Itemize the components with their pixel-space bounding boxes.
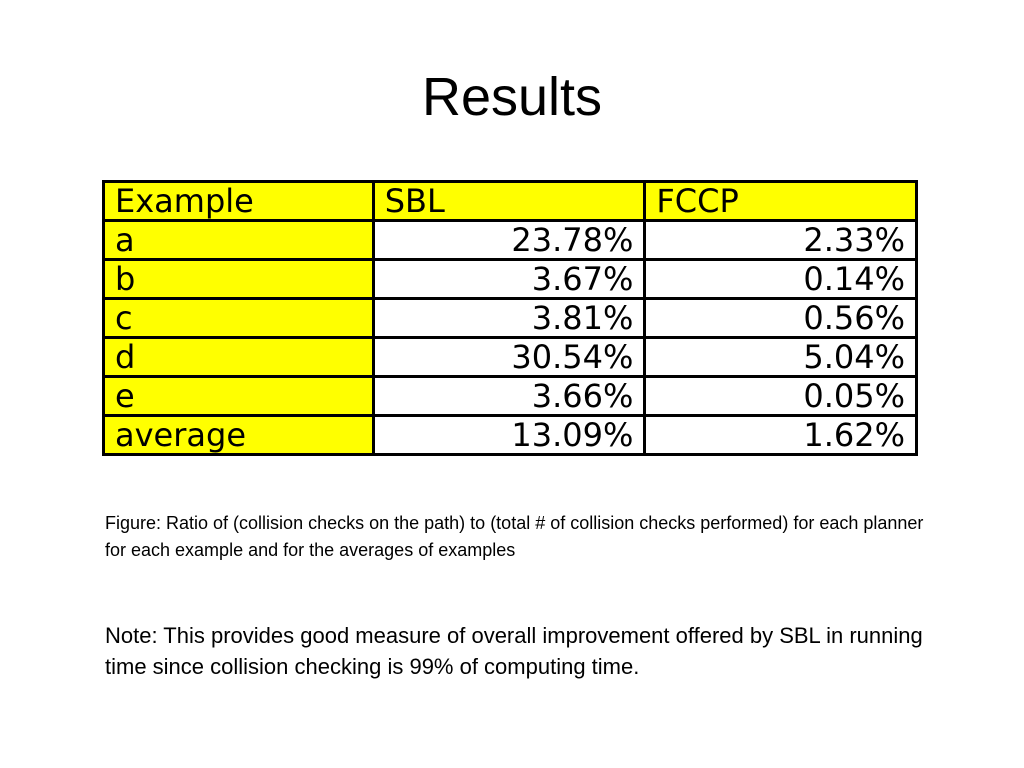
table-row: c 3.81% 0.56% bbox=[102, 297, 918, 339]
sbl-cell: 30.54% bbox=[371, 336, 647, 378]
results-table: Example SBL FCCP a 23.78% 2.33% b 3.67% … bbox=[102, 180, 918, 456]
example-cell: b bbox=[102, 258, 375, 300]
example-cell: e bbox=[102, 375, 375, 417]
example-cell: c bbox=[102, 297, 375, 339]
table-row-average: average 13.09% 1.62% bbox=[102, 414, 918, 456]
sbl-cell: 23.78% bbox=[371, 219, 647, 261]
header-example: Example bbox=[102, 180, 375, 222]
note-text: Note: This provides good measure of over… bbox=[105, 623, 923, 679]
fccp-cell: 0.14% bbox=[643, 258, 918, 300]
header-sbl: SBL bbox=[371, 180, 647, 222]
sbl-cell: 3.67% bbox=[371, 258, 647, 300]
table-row: d 30.54% 5.04% bbox=[102, 336, 918, 378]
example-cell: average bbox=[102, 414, 375, 456]
sbl-cell: 13.09% bbox=[371, 414, 647, 456]
slide-title: Results bbox=[421, 67, 603, 127]
figure-caption: Figure: Ratio of (collision checks on th… bbox=[105, 513, 924, 560]
header-fccp: FCCP bbox=[643, 180, 918, 222]
table-row: e 3.66% 0.05% bbox=[102, 375, 918, 417]
fccp-cell: 1.62% bbox=[643, 414, 918, 456]
sbl-cell: 3.66% bbox=[371, 375, 647, 417]
fccp-cell: 0.05% bbox=[643, 375, 918, 417]
fccp-cell: 0.56% bbox=[643, 297, 918, 339]
table-header-row: Example SBL FCCP bbox=[102, 180, 918, 222]
fccp-cell: 2.33% bbox=[643, 219, 918, 261]
example-cell: a bbox=[102, 219, 375, 261]
table-row: a 23.78% 2.33% bbox=[102, 219, 918, 261]
table-row: b 3.67% 0.14% bbox=[102, 258, 918, 300]
sbl-cell: 3.81% bbox=[371, 297, 647, 339]
fccp-cell: 5.04% bbox=[643, 336, 918, 378]
example-cell: d bbox=[102, 336, 375, 378]
